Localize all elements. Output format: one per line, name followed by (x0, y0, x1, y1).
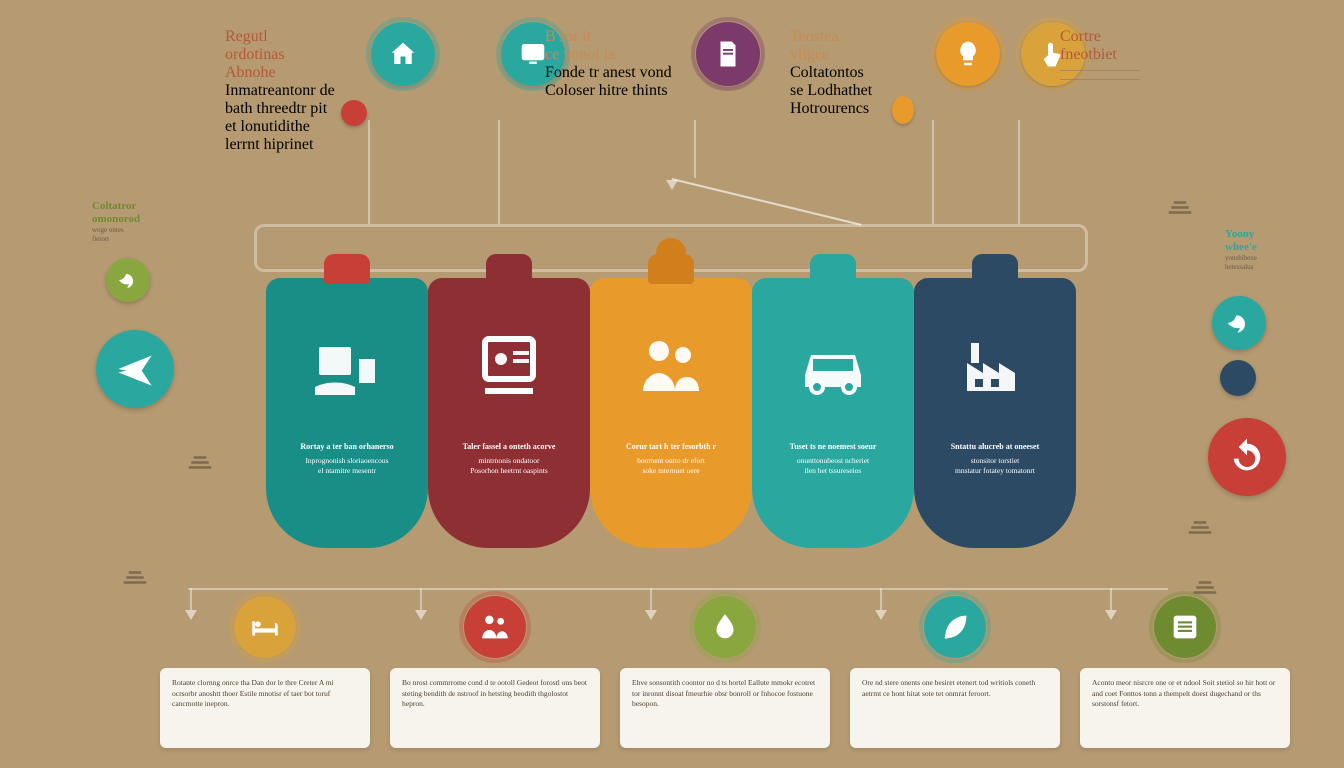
card-3: Tuset ts ne noemest soeur onunttonubeost … (752, 278, 914, 548)
card-caption-head: Rortay a ter ban orhanerso (284, 442, 410, 453)
card-icon (602, 292, 740, 442)
card-1: Taler fassel a onteth acorve mintrnonis o… (428, 278, 590, 548)
card-caption-body: Inprognonish sloriaoencousel ntamitre me… (305, 456, 388, 475)
card-caption: Tuset ts ne noemest soeur onunttonubeost … (764, 442, 902, 476)
right-label-title: Yoonywhee'e (1225, 228, 1335, 254)
card-caption: Rortay a ter ban orhanerso Inprognonish s… (278, 442, 416, 476)
bottom-circle-icon (234, 596, 296, 658)
bottom-circle-icon (1154, 596, 1216, 658)
card-row: Rortay a ter ban orhanerso Inprognonish s… (266, 278, 1076, 548)
top-circle-icon (371, 22, 435, 86)
top-desc: Coltatontosse LodhathetHotrourencs (790, 64, 920, 118)
left-circle-icon (96, 330, 174, 408)
bottom-circle-icon (464, 596, 526, 658)
bottom-circle-icon (694, 596, 756, 658)
doodle-1 (1180, 510, 1220, 540)
card-tab (486, 254, 532, 284)
top-title: Teosteavilgee (790, 28, 920, 64)
right-label-sub: yonshibenehetessalus (1225, 254, 1335, 271)
left-label-sub: woge ontesfietort (92, 226, 202, 243)
card-caption: Taler fassel a onteth acorve mintrnonis o… (440, 442, 578, 476)
bottom-item-4: Aconto meor nisrcre one or et ndool Soit… (1080, 596, 1290, 748)
card-caption-body: booment outto dr efortsoke tnternuet oer… (637, 456, 705, 475)
left-mini-icon (106, 258, 150, 302)
card-tab (810, 254, 856, 284)
top-title: RegutlordotinasAbnohe (225, 28, 355, 82)
card-caption-head: Corur tart h ter fesorbth r (608, 442, 734, 453)
right-speech-blob (1220, 360, 1256, 396)
left-label: Coltatroromonorodwoge ontesfietort (92, 200, 202, 243)
card-caption-body: onunttonubeost ncherietilen het tssurese… (797, 456, 869, 475)
card-icon (440, 292, 578, 442)
top-row: RegutlordotinasAbnoheInmatreantonr debat… (0, 22, 1344, 202)
bottom-circle-icon (924, 596, 986, 658)
card-2: Corur tart h ter fesorbth r booment outto… (590, 278, 752, 548)
card-tab (324, 254, 370, 284)
top-text-3: TeosteavilgeeColtatontosse LodhathetHotr… (790, 28, 920, 118)
top-text-4: Cortrefneotbiet (1060, 28, 1190, 80)
top-underline (1060, 79, 1140, 80)
bottom-item-2: Ehve sonsontith coontor no d ts bortel E… (620, 596, 830, 748)
bottom-textbox: Ore nd stere onents one besiret etenert … (850, 668, 1060, 748)
card-icon (764, 292, 902, 442)
infographic-canvas: RegutlordotinasAbnoheInmatreantonr debat… (0, 0, 1344, 768)
bottom-item-0: Rotante clornng onrce tha Dan dor le thr… (160, 596, 370, 748)
card-0: Rortay a ter ban orhanerso Inprognonish s… (266, 278, 428, 548)
card-caption-head: Tuset ts ne noemest soeur (770, 442, 896, 453)
bottom-row: Rotante clornng onrce tha Dan dor le thr… (0, 578, 1344, 748)
card-icon (926, 292, 1064, 442)
bottom-textbox: Ehve sonsontith coontor no d ts bortel E… (620, 668, 830, 748)
doodle-2 (1185, 570, 1225, 600)
card-4: Sntattu alucreb at oneeset stonsitor tors… (914, 278, 1076, 548)
card-tab (972, 254, 1018, 284)
right-mini-icon (1212, 296, 1266, 350)
top-underline (1060, 70, 1140, 71)
doodle-3 (115, 560, 155, 590)
card-caption-head: Sntattu alucreb at oneeset (932, 442, 1058, 453)
doodle-4 (1160, 190, 1200, 220)
doodle-0 (180, 445, 220, 475)
right-circle-icon (1208, 418, 1286, 496)
top-circle-icon (696, 22, 760, 86)
top-text-0: RegutlordotinasAbnoheInmatreantonr debat… (225, 28, 355, 154)
bottom-item-3: Ore nd stere onents one besiret etenert … (850, 596, 1060, 748)
card-caption-body: stonsitor torstietmnstatur fotatey tomat… (955, 456, 1035, 475)
card-caption-body: mintrnonis ondatoorPosorhon heetrnt oasp… (470, 456, 548, 475)
card-knob (656, 238, 686, 268)
top-title: Cortrefneotbiet (1060, 28, 1190, 64)
card-caption: Sntattu alucreb at oneeset stonsitor tors… (926, 442, 1064, 476)
bottom-textbox: Rotante clornng onrce tha Dan dor le thr… (160, 668, 370, 748)
bottom-item-1: Bo nrost commrrome cond d te ootoll Gede… (390, 596, 600, 748)
bottom-textbox: Bo nrost commrrome cond d te ootoll Gede… (390, 668, 600, 748)
left-label-title: Coltatroromonorod (92, 200, 202, 226)
bottom-textbox: Aconto meor nisrcre one or et ndool Soit… (1080, 668, 1290, 748)
top-desc: Inmatreantonr debath threedtr pitet lonu… (225, 82, 355, 154)
card-icon (278, 292, 416, 442)
right-label: Yoonywhee'eyonshibenehetessalus (1225, 228, 1335, 271)
card-caption-head: Taler fassel a onteth acorve (446, 442, 572, 453)
card-caption: Corur tart h ter fesorbth r booment outto… (602, 442, 740, 476)
